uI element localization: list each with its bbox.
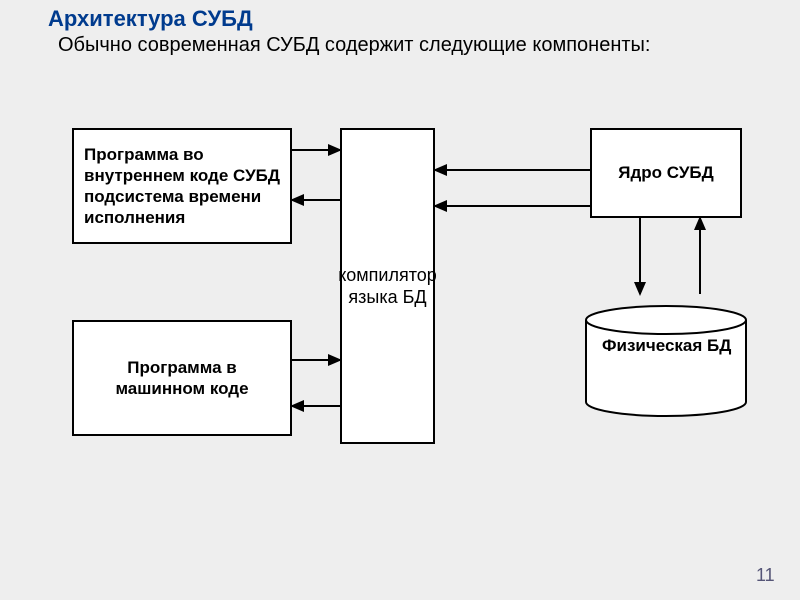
node-label: Ядро СУБД — [618, 162, 713, 183]
node-dbms-core: Ядро СУБД — [590, 128, 742, 218]
node-physical-db — [586, 306, 746, 416]
node-db-language-compiler: компилятор языка БД — [340, 128, 435, 444]
node-label: Физическая БД — [602, 336, 731, 355]
node-label: Программа в машинном коде — [84, 357, 280, 400]
node-label: Программа во внутреннем коде СУБД подсис… — [84, 144, 280, 229]
page-number: 11 — [756, 565, 775, 586]
node-runtime-program: Программа во внутреннем коде СУБД подсис… — [72, 128, 292, 244]
node-machine-code-program: Программа в машинном коде — [72, 320, 292, 436]
node-label: компилятор языка БД — [338, 264, 437, 309]
node-physical-db-label: Физическая БД — [602, 336, 742, 356]
